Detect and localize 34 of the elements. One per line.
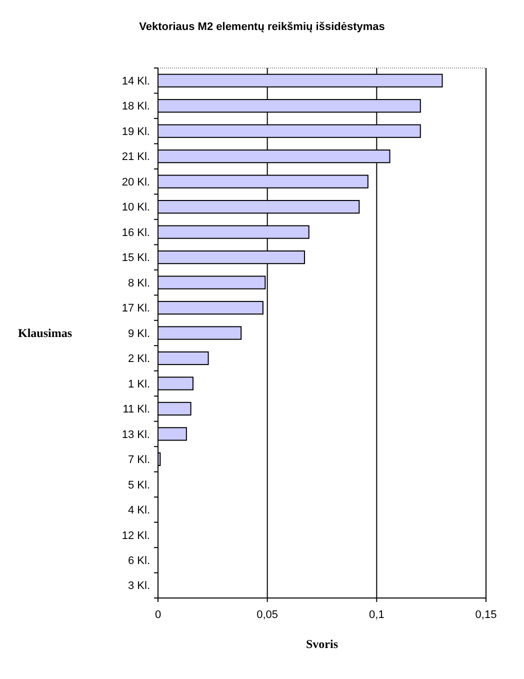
y-tick-label: 14 Kl.: [122, 75, 150, 88]
chart-title: Vektoriaus M2 elementų reikšmių išsidėstymas: [139, 21, 385, 33]
y-tick-label: 9 Kl.: [128, 328, 150, 340]
bar: [158, 376, 194, 390]
x-tick-label: 0,15: [475, 609, 497, 621]
y-tick-label: 7 Kl.: [128, 454, 150, 466]
y-tick-label: 1 Kl.: [128, 378, 150, 390]
bar: [158, 402, 192, 416]
x-tick-label: 0,05: [256, 609, 278, 621]
y-tick-label: 16 Kl.: [122, 226, 150, 239]
y-tick-label: 2 Kl.: [128, 353, 150, 366]
y-tick-label: 10 Kl.: [122, 202, 150, 214]
y-tick-label: 15 Kl.: [122, 252, 150, 264]
y-tick-label: 8 Kl.: [128, 277, 150, 290]
y-tick-label: 17 Kl.: [122, 302, 150, 315]
bar: [158, 427, 187, 441]
y-tick-label: 4 Kl.: [128, 504, 150, 517]
y-tick-label: 18 Kl.: [122, 100, 150, 113]
bar: [158, 300, 264, 315]
y-axis-title: Klausimas: [18, 326, 72, 340]
y-tick-label: 3 Kl.: [128, 580, 150, 592]
bar: [158, 351, 209, 366]
y-tick-label: 12 Kl.: [122, 530, 150, 542]
y-tick-label: 11 Kl.: [122, 404, 150, 416]
y-tick-label: 19 Kl.: [122, 126, 150, 138]
x-axis-title: Svoris: [306, 637, 338, 651]
y-tick-label: 13 Kl.: [122, 428, 150, 441]
y-tick-label: 20 Kl.: [122, 176, 150, 188]
x-tick-label: 0,1: [369, 609, 384, 621]
y-tick-label: 21 Kl.: [122, 151, 150, 164]
x-tick-label: 0: [154, 609, 162, 621]
y-tick-label: 6 Kl.: [128, 554, 150, 567]
bar: [158, 326, 242, 340]
y-tick-label: 5 Kl.: [128, 479, 150, 492]
